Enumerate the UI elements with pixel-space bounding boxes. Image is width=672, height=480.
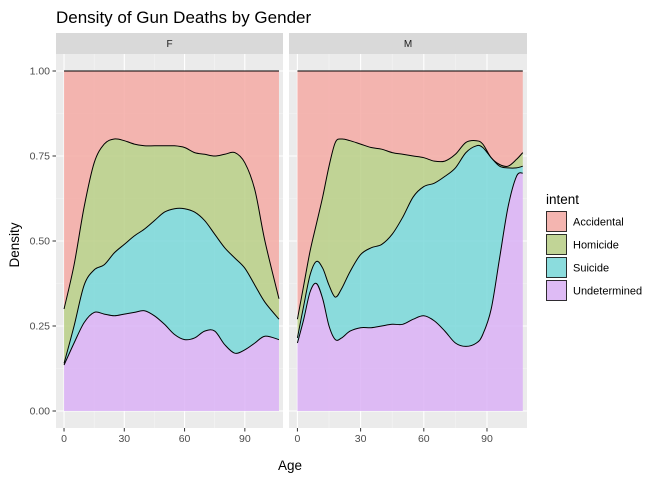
- facet-strip-label: F: [166, 39, 172, 50]
- y-tick-label: 0.25: [30, 321, 51, 333]
- legend-item-suicide: Suicide: [546, 257, 609, 278]
- y-axis-title: Density: [7, 222, 22, 267]
- legend-swatch: [546, 280, 567, 301]
- y-tick-label: 1.00: [30, 66, 51, 78]
- facet-strip-label: M: [404, 39, 412, 50]
- x-axis-title: Age: [278, 458, 302, 473]
- density-outline: [296, 138, 524, 320]
- legend-item-homicide: Homicide: [546, 234, 619, 255]
- legend-label: Accidental: [573, 217, 624, 229]
- facet-panels: F 0 30 60 90 0.00 0.25 0.50 0.75 1.00 M 0 30 60 90: [30, 33, 527, 445]
- density-outline: [296, 172, 524, 347]
- density-outline: [63, 310, 280, 366]
- legend-item-accidental: Accidental: [546, 211, 624, 232]
- x-tick-label: 60: [418, 433, 430, 445]
- x-tick-label: 90: [481, 433, 493, 445]
- area-suicide: [297, 145, 523, 347]
- area-homicide: [297, 138, 523, 338]
- facet-strip: [289, 33, 527, 54]
- area-suicide: [64, 208, 279, 366]
- area-accidental: [64, 71, 279, 309]
- area-homicide: [64, 138, 279, 364]
- x-tick-label: 0: [61, 433, 67, 445]
- legend: intent Accidental Homicide Suicide Undeterm…: [546, 192, 642, 301]
- legend-item-undetermined: Undetermined: [546, 280, 642, 301]
- x-tick-label: 30: [118, 433, 130, 445]
- legend-title: intent: [546, 192, 579, 207]
- y-tick-label: 0.50: [30, 236, 51, 248]
- legend-label: Undetermined: [573, 286, 642, 298]
- legend-swatch: [546, 257, 567, 278]
- area-undetermined: [297, 172, 523, 411]
- x-tick-label: 90: [239, 433, 251, 445]
- y-tick-label: 0.00: [30, 406, 51, 418]
- density-outline: [63, 207, 280, 364]
- area-accidental: [297, 71, 523, 320]
- facet-strip: [56, 33, 283, 54]
- y-tick-label: 0.75: [30, 151, 51, 163]
- area-undetermined: [64, 310, 279, 411]
- legend-label: Suicide: [573, 263, 609, 275]
- x-tick-label: 60: [179, 433, 191, 445]
- facet-panel-m: M 0 30 60 90: [289, 33, 527, 445]
- x-tick-label: 30: [355, 433, 367, 445]
- density-outline: [63, 138, 280, 310]
- legend-swatch: [546, 234, 567, 255]
- facet-panel-f: F 0 30 60 90 0.00 0.25 0.50 0.75 1.00: [30, 33, 283, 445]
- chart-title: Density of Gun Deaths by Gender: [56, 8, 311, 27]
- x-tick-label: 0: [295, 433, 301, 445]
- legend-swatch: [546, 211, 567, 232]
- legend-label: Homicide: [573, 240, 619, 252]
